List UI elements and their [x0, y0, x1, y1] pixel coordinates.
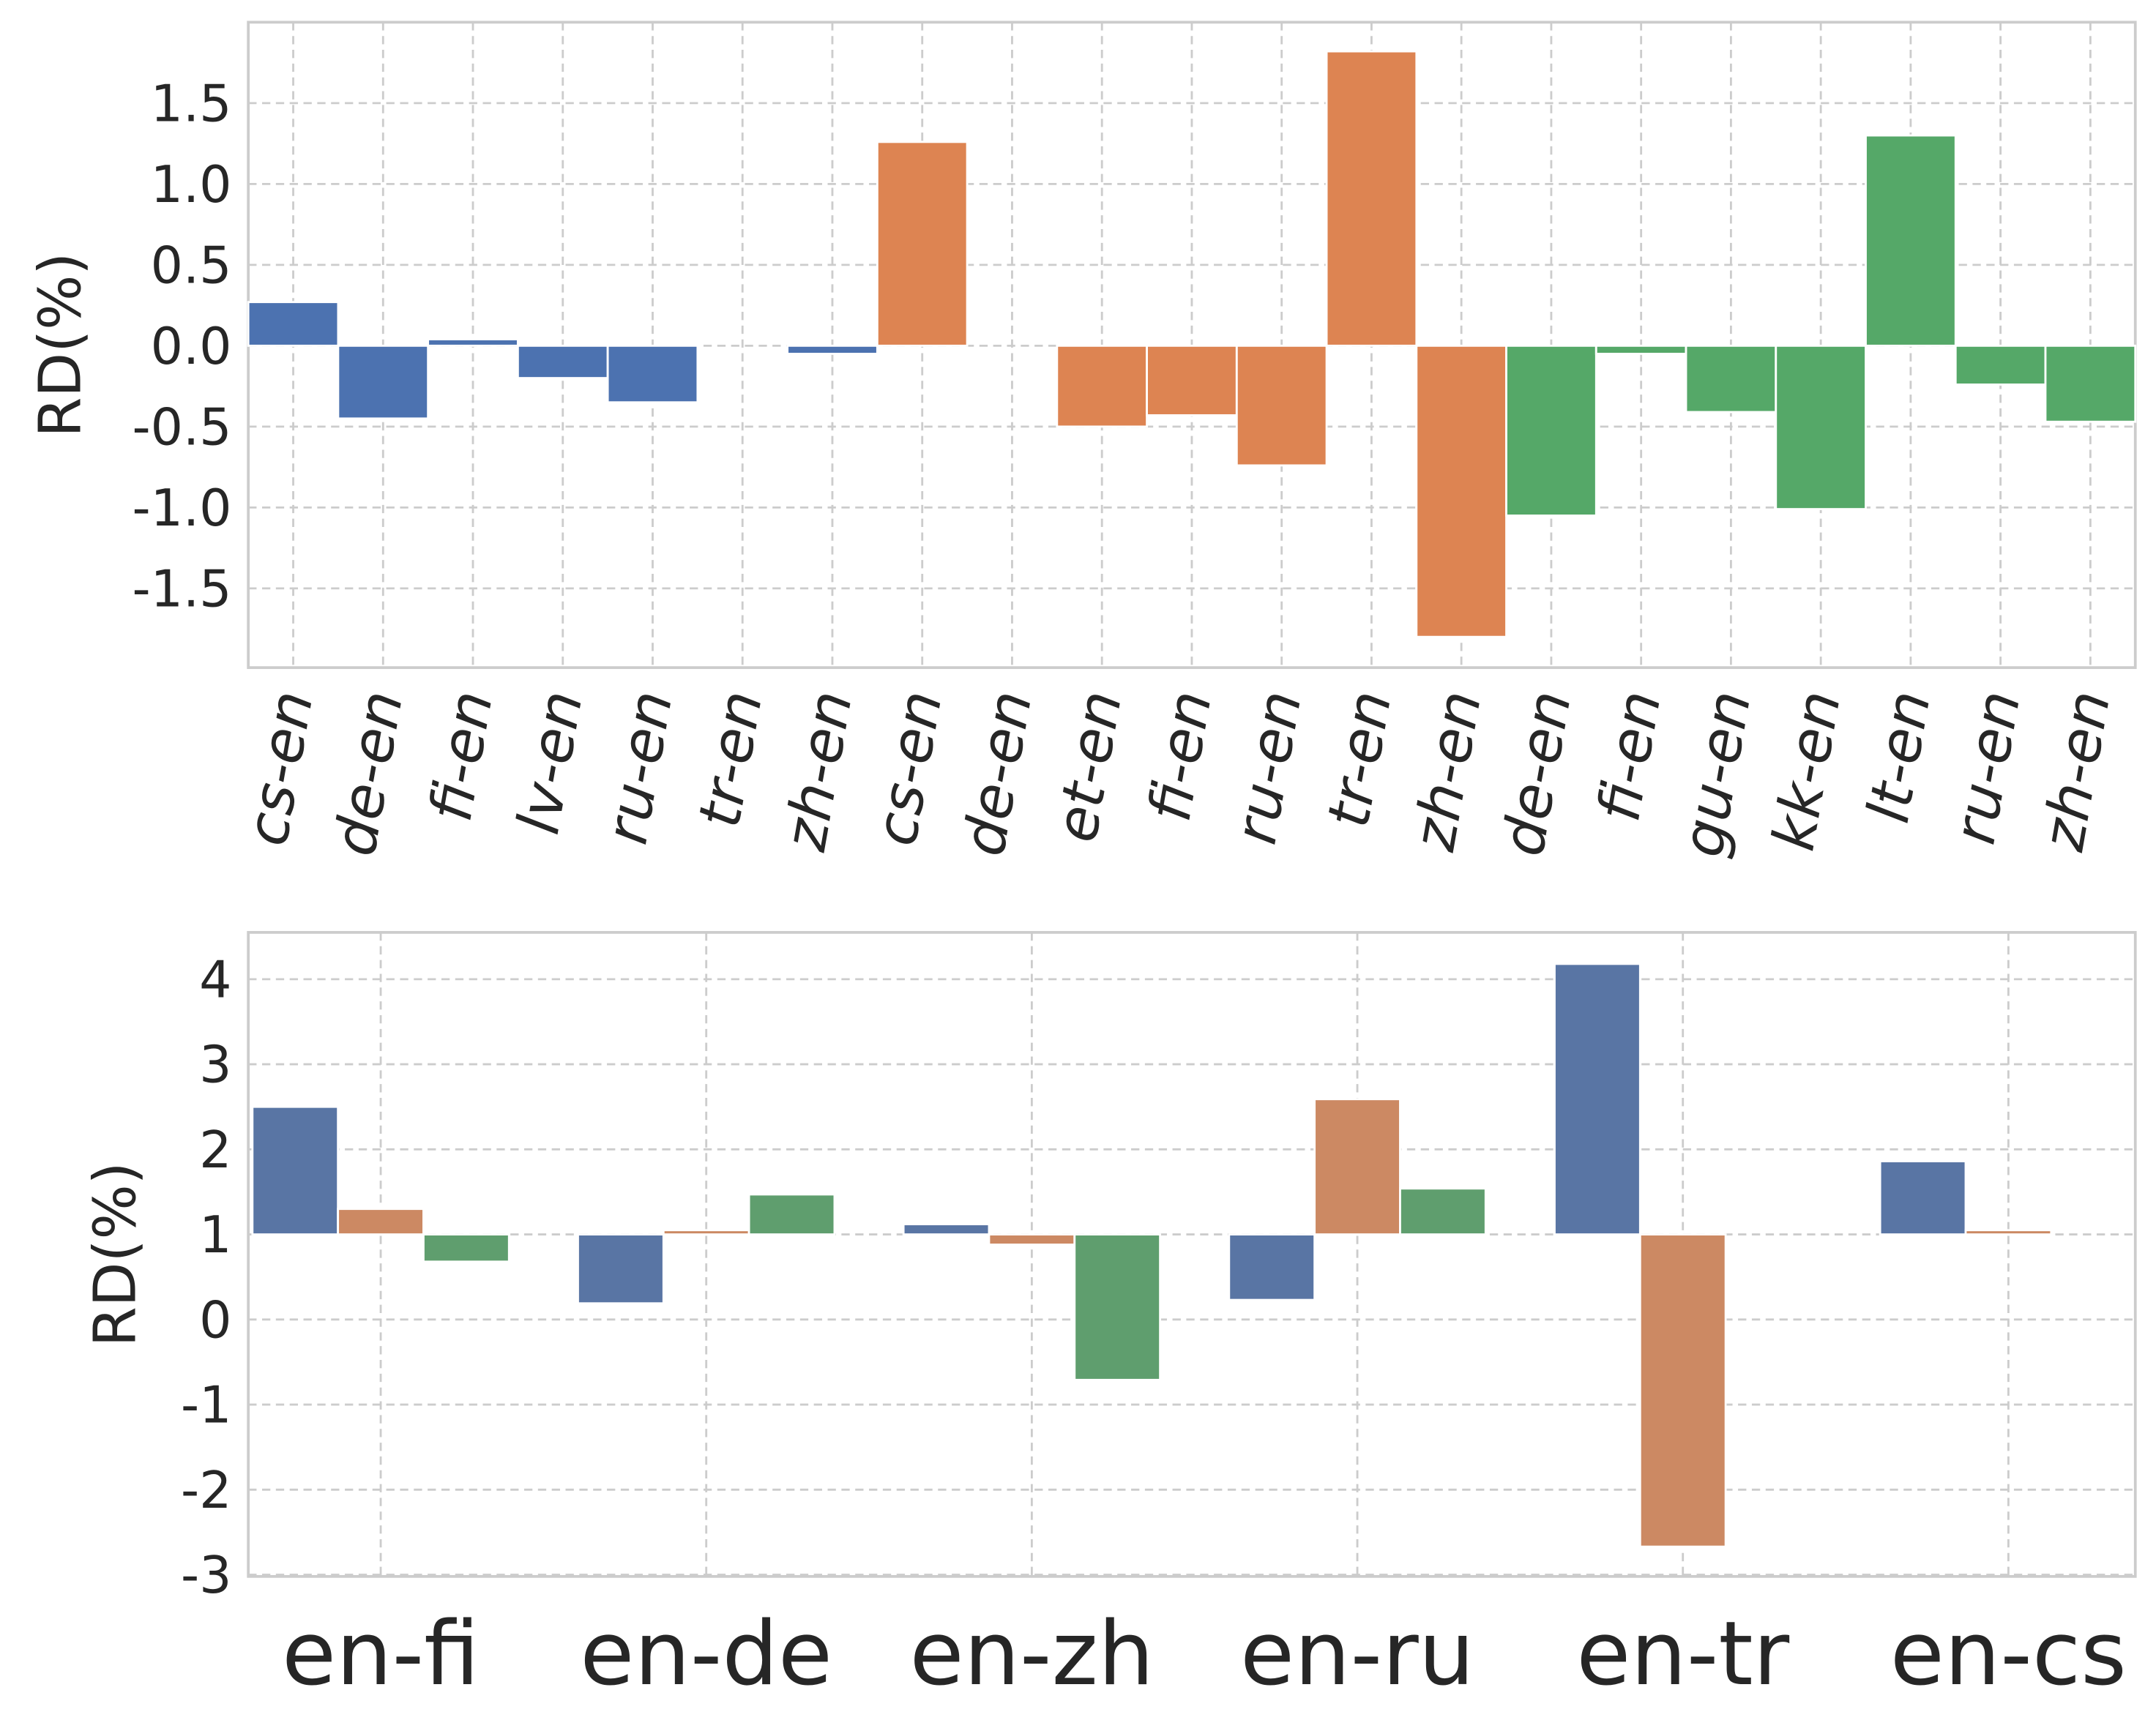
bar [1775, 344, 1867, 510]
bar [2044, 344, 2137, 423]
bar [1399, 1187, 1487, 1235]
x-tick-label: en-tr [1576, 1603, 1789, 1705]
bar [747, 1193, 836, 1235]
x-tick-label: en-ru [1240, 1603, 1474, 1705]
x-tick-label: et-en [1042, 686, 1135, 847]
x-tick-label: kk-en [1760, 686, 1854, 856]
axes-frame [247, 931, 2137, 1578]
bar [1073, 1233, 1162, 1381]
x-tick-label: ru-en [1222, 686, 1315, 849]
y-tick-label: 0 [199, 1290, 231, 1350]
bar [577, 1233, 665, 1305]
x-tick-label: ru-en [1941, 686, 2034, 849]
y-tick-label: -0.5 [133, 397, 232, 457]
x-tick-label: tr-en [1315, 686, 1405, 832]
x-tick-label: de-en [321, 686, 416, 861]
x-tick-label: en-de [580, 1603, 832, 1705]
bar [1865, 134, 1957, 347]
x-tick-label: en-zh [909, 1603, 1154, 1705]
bar [251, 1105, 340, 1235]
y-tick-label: -1 [181, 1376, 232, 1435]
y-tick-label: 1 [199, 1205, 231, 1265]
bar [337, 344, 430, 420]
bar [1964, 1229, 2053, 1235]
y-tick-label: 1.0 [151, 155, 232, 214]
bar [337, 1208, 425, 1235]
bar [1505, 344, 1597, 517]
y-tick-label: -1.0 [133, 479, 232, 538]
bar [1638, 1233, 1727, 1548]
bar [876, 141, 969, 347]
x-tick-label: gu-en [1668, 686, 1764, 861]
x-tick-label: tr-en [685, 686, 775, 832]
y-axis-label: RD(%) [26, 253, 94, 438]
bar [1325, 50, 1418, 347]
x-tick-label: cs-en [862, 686, 955, 850]
bar [427, 338, 519, 347]
x-tick-label: de-en [1489, 686, 1584, 861]
x-tick-label: fi-en [417, 686, 507, 826]
bar [1415, 344, 1507, 638]
x-tick-label: zh-en [771, 686, 865, 856]
x-tick-label: fi-en [1135, 686, 1225, 826]
bar [662, 1229, 750, 1235]
x-tick-label: cs-en [233, 686, 326, 850]
y-tick-label: -3 [181, 1546, 232, 1605]
bar [1056, 344, 1148, 428]
bar [1553, 962, 1641, 1235]
y-tick-label: 4 [199, 950, 231, 1009]
bar [1313, 1098, 1401, 1235]
y-tick-label: 3 [199, 1036, 231, 1095]
bar [1879, 1160, 1967, 1235]
bar [1146, 344, 1238, 416]
y-tick-label: -2 [181, 1461, 232, 1520]
x-tick-label: lt-en [1854, 686, 1944, 828]
x-tick-label: de-en [950, 686, 1045, 861]
y-tick-label: 2 [199, 1121, 231, 1180]
bar [1594, 344, 1687, 355]
bar [516, 344, 609, 379]
y-tick-label: 0.5 [151, 236, 232, 295]
x-tick-label: ru-en [593, 686, 686, 849]
bar [1235, 344, 1328, 467]
bar [606, 344, 699, 404]
y-tick-label: 1.5 [151, 74, 232, 133]
x-tick-label: lv-en [504, 686, 596, 839]
bar [988, 1233, 1076, 1246]
bar [786, 344, 879, 355]
y-tick-label: 0.0 [151, 317, 232, 376]
x-tick-label: zh-en [2029, 686, 2124, 856]
y-tick-label: -1.5 [133, 559, 232, 618]
bar [1685, 344, 1778, 414]
x-tick-label: fi-en [1585, 686, 1674, 826]
bar [1954, 344, 2047, 386]
x-tick-label: zh-en [1400, 686, 1494, 856]
bar [247, 301, 340, 347]
bar [1228, 1233, 1316, 1301]
y-axis-label: RD(%) [82, 1162, 149, 1347]
x-tick-label: en-cs [1890, 1603, 2127, 1705]
bar [902, 1223, 991, 1235]
x-tick-label: en-fi [282, 1603, 480, 1705]
bar [422, 1233, 510, 1263]
